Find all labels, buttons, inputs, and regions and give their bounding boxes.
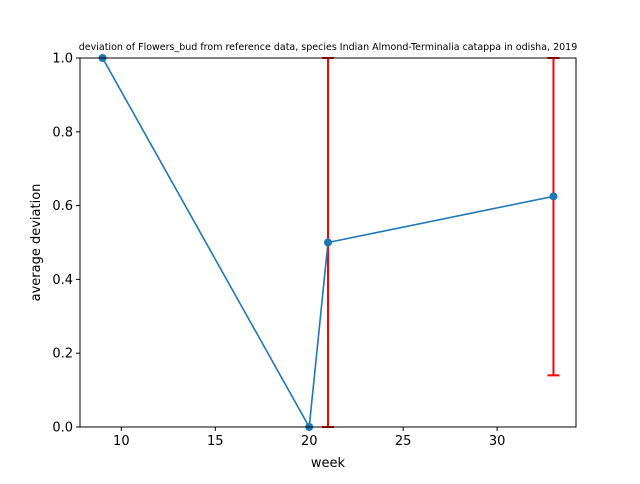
data-point — [324, 238, 332, 247]
series-polyline — [101, 57, 554, 430]
y-tick-label: 0.0 — [52, 421, 73, 436]
y-tick-label: 0.6 — [52, 199, 73, 214]
x-tick-label: 15 — [207, 434, 224, 449]
x-tick-label: 25 — [395, 434, 412, 449]
x-tick-label: 30 — [489, 434, 506, 449]
y-tick-label: 0.8 — [52, 125, 73, 140]
x-tick-label: 10 — [113, 434, 130, 449]
data-point — [549, 192, 558, 201]
chart-title: deviation of Flowers_bud from reference … — [79, 42, 578, 53]
y-axis-label: average deviation — [29, 184, 44, 302]
x-tick-label: 20 — [301, 434, 318, 449]
series-line — [101, 57, 554, 430]
plot-area-frame — [79, 57, 577, 428]
y-tick-label: 0.2 — [52, 347, 73, 362]
y-tick-label: 1.0 — [52, 52, 73, 67]
y-tick-label: 0.4 — [52, 273, 73, 288]
x-axis-ticks: 10 15 20 25 30 — [113, 427, 505, 449]
y-axis-ticks: 0.0 0.2 0.4 0.6 0.8 1.0 — [52, 52, 80, 436]
x-axis-label: week — [311, 456, 346, 471]
